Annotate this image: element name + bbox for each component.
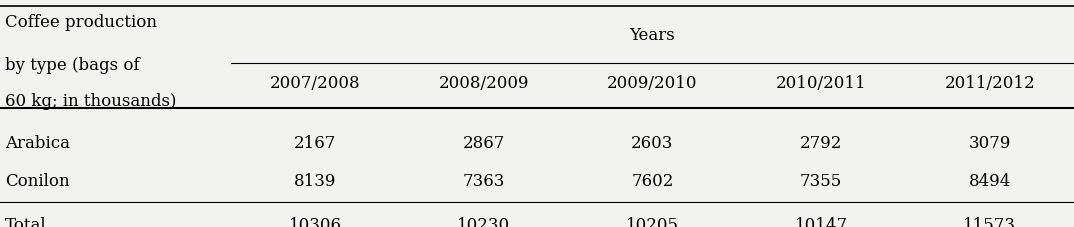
Text: 2792: 2792 <box>800 134 842 151</box>
Text: Total: Total <box>5 216 47 227</box>
Text: 7602: 7602 <box>632 173 673 190</box>
Text: by type (bags of: by type (bags of <box>5 57 140 74</box>
Text: 8139: 8139 <box>294 173 336 190</box>
Text: 2009/2010: 2009/2010 <box>607 75 698 92</box>
Text: 7363: 7363 <box>463 173 505 190</box>
Text: 2603: 2603 <box>632 134 673 151</box>
Text: 2867: 2867 <box>463 134 505 151</box>
Text: 8494: 8494 <box>969 173 1011 190</box>
Text: 11573: 11573 <box>963 216 1016 227</box>
Text: 2007/2008: 2007/2008 <box>270 75 361 92</box>
Text: 10205: 10205 <box>626 216 679 227</box>
Text: 10147: 10147 <box>795 216 847 227</box>
Text: 7355: 7355 <box>800 173 842 190</box>
Text: 10306: 10306 <box>289 216 342 227</box>
Text: 2011/2012: 2011/2012 <box>944 75 1035 92</box>
Text: 2010/2011: 2010/2011 <box>775 75 867 92</box>
Text: 2008/2009: 2008/2009 <box>438 75 529 92</box>
Text: Conilon: Conilon <box>5 173 70 190</box>
Text: 3079: 3079 <box>969 134 1011 151</box>
Text: Years: Years <box>629 27 676 44</box>
Text: 60 kg; in thousands): 60 kg; in thousands) <box>5 93 177 110</box>
Text: Arabica: Arabica <box>5 134 71 151</box>
Text: Coffee production: Coffee production <box>5 14 158 31</box>
Text: 10230: 10230 <box>458 216 510 227</box>
Text: 2167: 2167 <box>294 134 336 151</box>
